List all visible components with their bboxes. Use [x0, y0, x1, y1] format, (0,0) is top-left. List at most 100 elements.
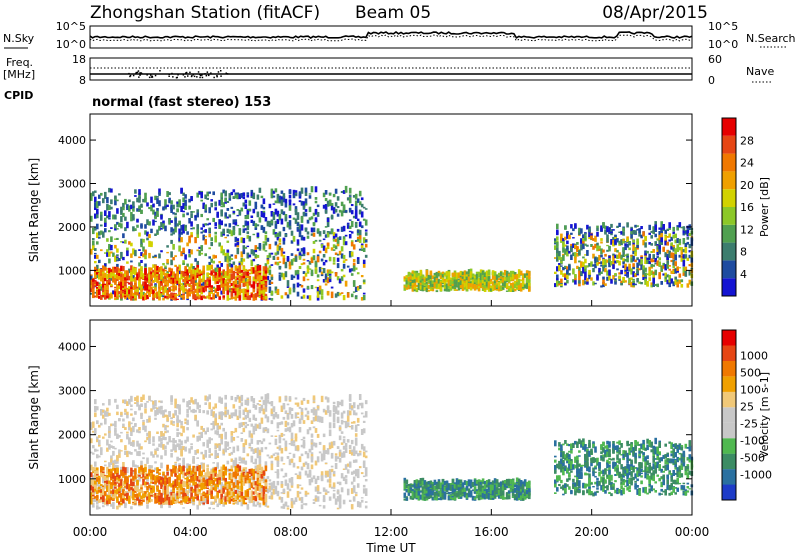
- velocity-echo-cell: [138, 450, 141, 457]
- power-echo-cell: [192, 266, 195, 272]
- power-echo-cell: [240, 275, 244, 281]
- power-echo-cell: [158, 192, 161, 196]
- velocity-echo-cell: [198, 432, 201, 435]
- velocity-echo-cell: [288, 478, 292, 483]
- power-echo-cell: [648, 224, 651, 231]
- power-echo-cell: [152, 203, 155, 208]
- velocity-echo-cell: [208, 402, 211, 407]
- power-echo-cell: [330, 228, 334, 233]
- velocity-echo-cell: [250, 396, 254, 402]
- velocity-echo-cell: [284, 428, 288, 432]
- power-echo-cell: [419, 285, 423, 290]
- power-echo-cell: [503, 269, 507, 276]
- velocity-echo-cell: [200, 462, 203, 469]
- velocity-echo-cell: [176, 419, 179, 424]
- power-echo-cell: [614, 260, 617, 264]
- power-echo-cell: [194, 258, 197, 262]
- power-echo-cell: [584, 271, 587, 276]
- power-echo-cell: [152, 255, 155, 259]
- power-echo-cell: [421, 280, 425, 286]
- power-echo-cell: [302, 294, 306, 299]
- power-echo-cell: [682, 260, 686, 267]
- velocity-echo-cell: [230, 412, 234, 419]
- velocity-echo-cell: [240, 432, 244, 434]
- power-echo-cell: [276, 219, 280, 224]
- power-echo-cell: [96, 232, 99, 238]
- power-echo-cell: [208, 261, 211, 267]
- velocity-echo-cell: [202, 429, 205, 432]
- power-echo-cell: [236, 209, 240, 211]
- power-echo-cell: [674, 239, 677, 244]
- velocity-echo-cell: [292, 453, 296, 458]
- power-echo-cell: [670, 270, 673, 274]
- velocity-echo-cell: [246, 412, 250, 418]
- power-echo-cell: [190, 196, 193, 202]
- power-echo-cell: [562, 255, 565, 261]
- power-echo-cell: [236, 280, 240, 285]
- power-echo-cell: [354, 214, 358, 219]
- velocity-echo-cell: [186, 419, 189, 426]
- velocity-echo-cell: [268, 495, 272, 500]
- power-echo-cell: [160, 227, 163, 230]
- velocity-echo-cell: [184, 446, 187, 452]
- power-echo-cell: [168, 287, 171, 291]
- velocity-echo-cell: [240, 402, 244, 407]
- power-echo-cell: [566, 266, 569, 270]
- velocity-echo-cell: [144, 402, 147, 409]
- power-echo-cell: [556, 266, 559, 272]
- power-echo-cell: [116, 257, 119, 261]
- velocity-echo-cell: [262, 400, 266, 405]
- power-echo-cell: [122, 212, 125, 218]
- power-echo-cell: [560, 270, 563, 275]
- power-echo-cell: [132, 214, 135, 220]
- velocity-echo-cell: [278, 496, 282, 500]
- power-echo-cell: [194, 275, 197, 281]
- power-echo-cell: [497, 275, 501, 278]
- power-echo-cell: [632, 248, 635, 255]
- power-echo-cell: [228, 197, 232, 201]
- power-echo-cell: [128, 282, 131, 285]
- velocity-echo-cell: [130, 427, 133, 432]
- power-echo-cell: [100, 224, 103, 227]
- power-echo-cell: [582, 256, 585, 259]
- power-echo-cell: [469, 286, 473, 291]
- velocity-echo-cell: [232, 449, 236, 453]
- power-echo-cell: [258, 243, 262, 249]
- power-echo-cell: [248, 254, 252, 258]
- velocity-echo-cell: [282, 434, 286, 436]
- power-echo-cell: [226, 295, 230, 301]
- power-echo-cell: [634, 259, 637, 263]
- power-echo-cell: [180, 188, 183, 194]
- power-echo-cell: [126, 297, 129, 300]
- power-echo-cell: [419, 276, 423, 284]
- velocity-echo-cell: [160, 410, 163, 415]
- power-echo-cell: [342, 260, 346, 263]
- freq-scatter-dot: [217, 71, 220, 73]
- power-echo-cell: [238, 265, 242, 272]
- power-echo-cell: [226, 234, 230, 237]
- power-echo-cell: [572, 279, 575, 283]
- power-echo-cell: [222, 278, 225, 284]
- power-echo-cell: [106, 292, 109, 297]
- power-echo-cell: [150, 271, 153, 274]
- power-echo-cell: [138, 249, 141, 251]
- velocity-echo-cell: [286, 505, 290, 507]
- power-echo-cell: [226, 279, 230, 281]
- power-echo-cell: [196, 273, 199, 278]
- power-echo-cell: [646, 259, 649, 264]
- power-echo-cell: [260, 284, 264, 289]
- power-echo-cell: [214, 207, 217, 211]
- power-echo-cell: [166, 204, 169, 207]
- power-echo-cell: [250, 284, 254, 288]
- power-echo-cell: [342, 295, 346, 301]
- power-echo-cell: [636, 225, 639, 227]
- power-echo-cell: [415, 276, 419, 283]
- power-echo-cell: [194, 298, 197, 301]
- power-echo-cell: [650, 243, 653, 246]
- power-echo-cell: [262, 241, 266, 243]
- power-echo-cell: [558, 255, 561, 260]
- power-echo-cell: [298, 200, 302, 203]
- power-echo-cell: [433, 272, 437, 277]
- velocity-echo-cell: [230, 465, 234, 470]
- velocity-echo-cell: [148, 415, 151, 418]
